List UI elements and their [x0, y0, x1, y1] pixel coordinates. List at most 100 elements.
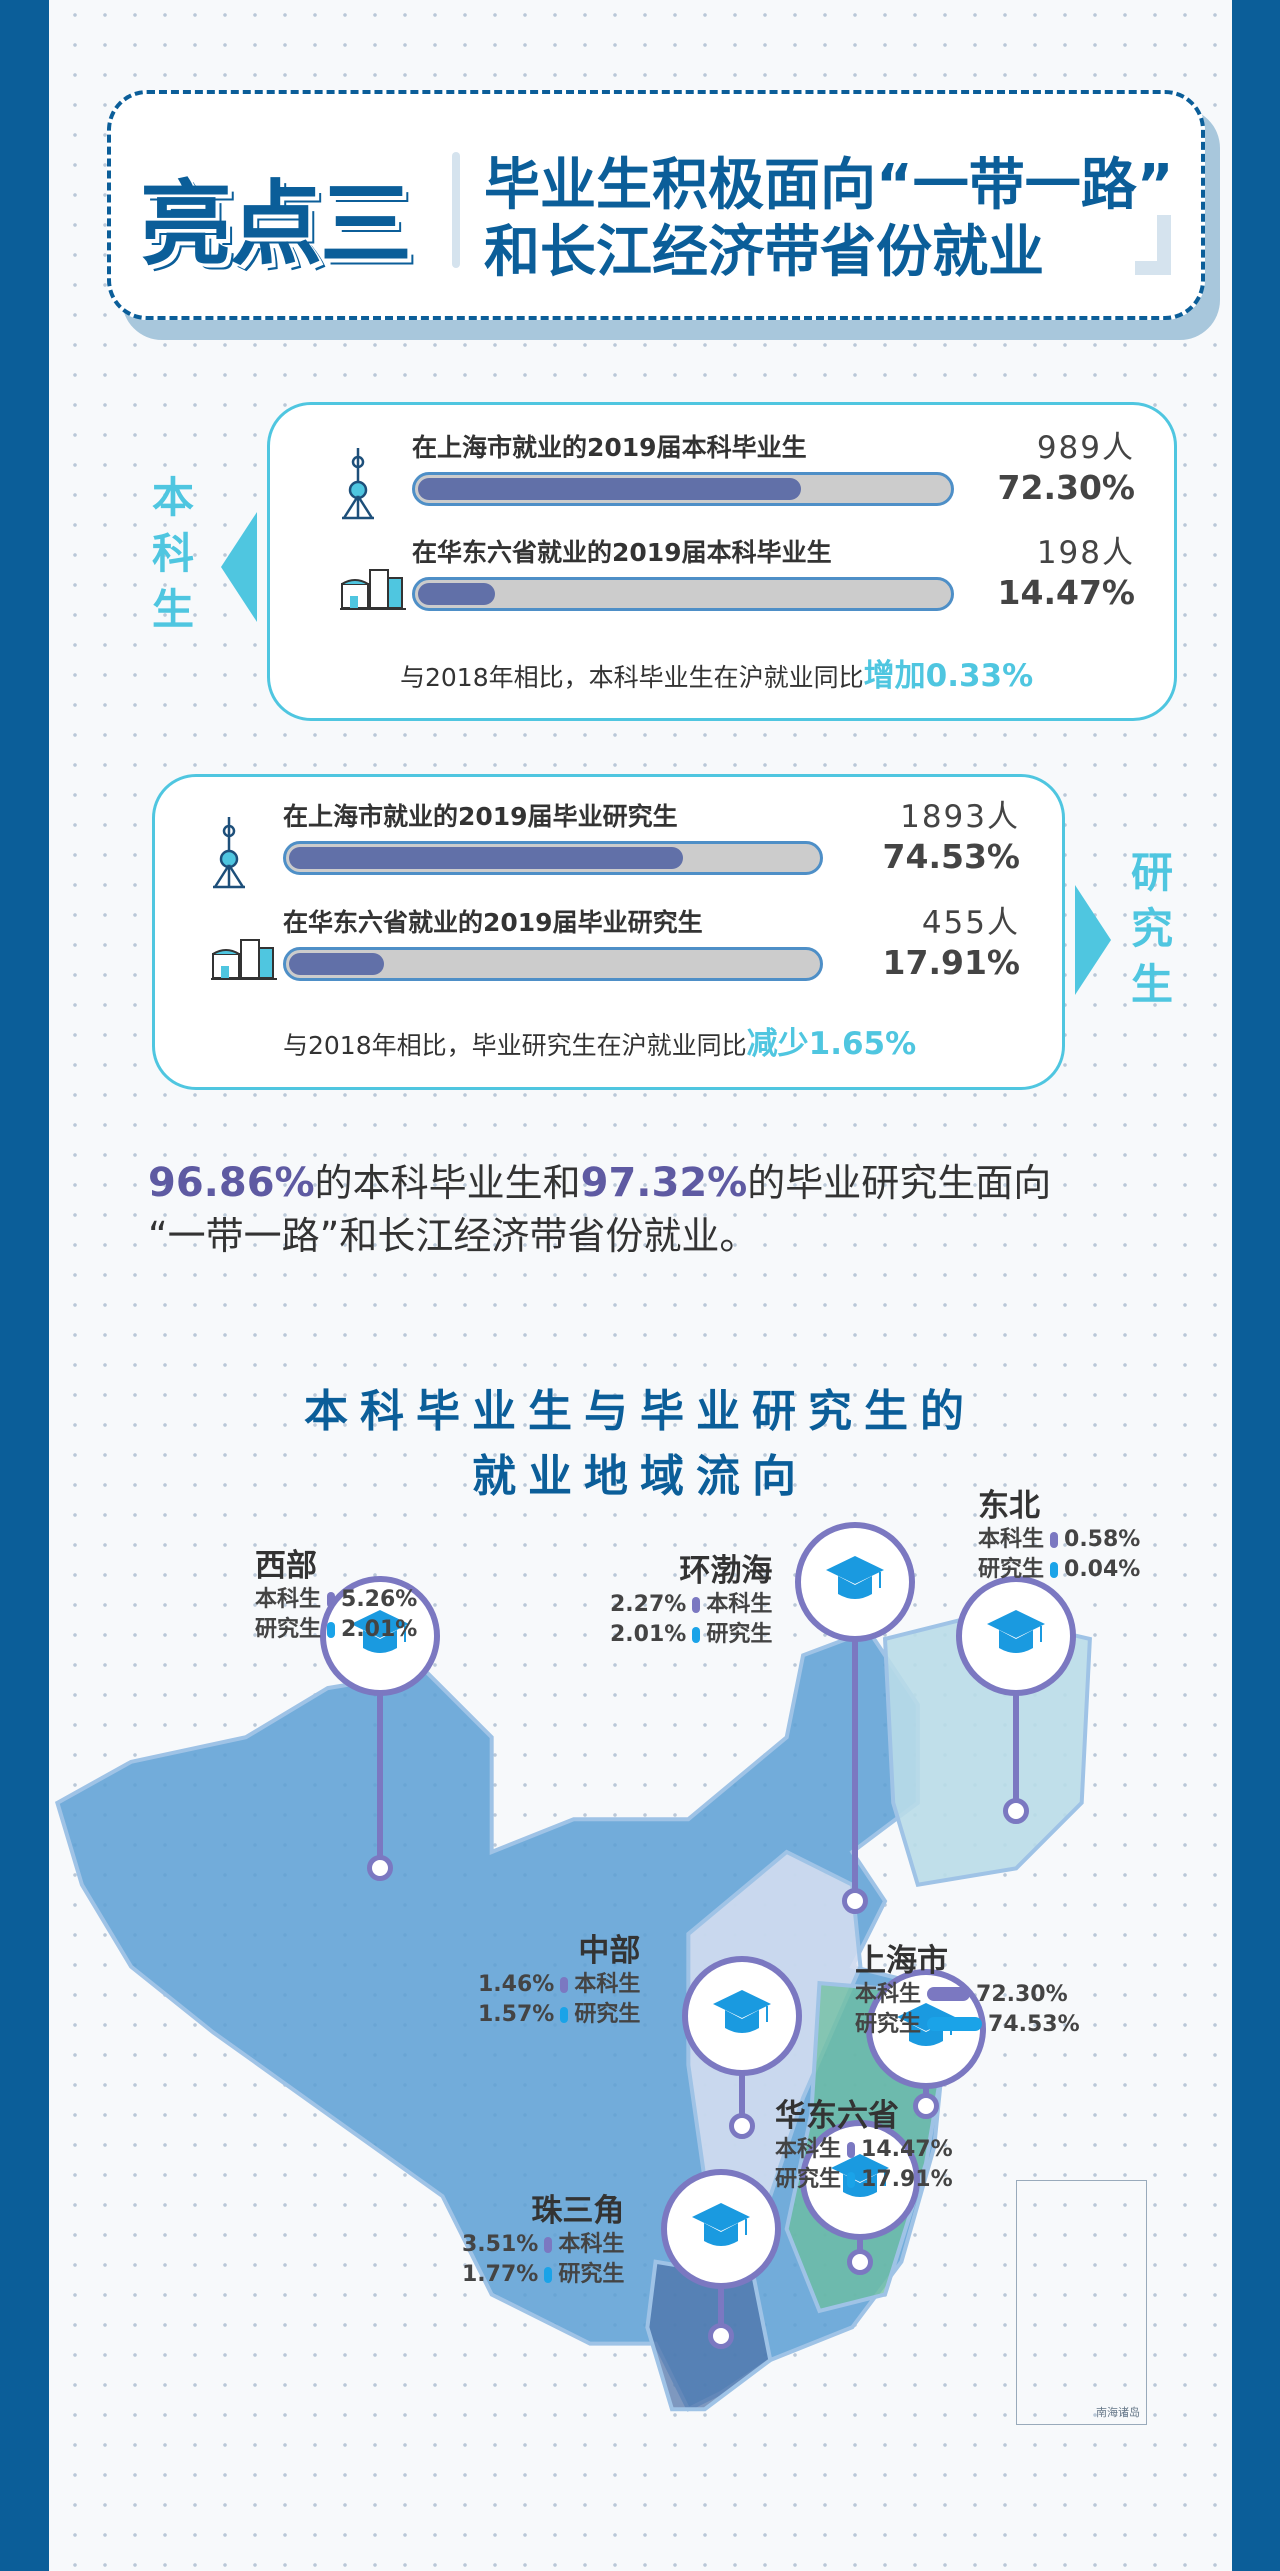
- stat-graduate: 研究生 17.91%: [775, 2167, 953, 2192]
- marker-line: [377, 1636, 383, 1868]
- graduation-cap-icon: [824, 1554, 886, 1610]
- row-count: 198人: [1036, 535, 1135, 571]
- progress-bar: [412, 472, 954, 506]
- graduation-cap-icon: [349, 1608, 411, 1664]
- marker-prd[interactable]: [661, 2169, 781, 2289]
- header-box: [107, 90, 1205, 320]
- row-label: 在上海市就业的2019届毕业研究生: [283, 802, 678, 831]
- undergrad-compare: 与2018年相比，本科毕业生在沪就业同比增加0.33%: [400, 650, 1033, 695]
- row-label: 在华东六省就业的2019届本科毕业生: [412, 538, 832, 567]
- undergrad-side-label: 本科生: [151, 473, 194, 634]
- arrow-left-icon: [221, 512, 257, 622]
- compare-value: 增加0.33%: [863, 658, 1034, 694]
- oriental-pearl-tower-icon: [340, 448, 376, 524]
- row-count: 989人: [1036, 430, 1135, 466]
- stat-graduate: 1.57% 研究生: [478, 2002, 641, 2027]
- region-name: 珠三角: [531, 2193, 625, 2229]
- location-dot[interactable]: [729, 2113, 755, 2139]
- summary-value-undergrad: 96.86%: [148, 1160, 315, 1206]
- stat-graduate: 2.01% 研究生: [610, 1622, 773, 1647]
- header-title-line1: 毕业生积极面向“一带一路”: [484, 153, 1174, 218]
- region-name: 上海市: [855, 1943, 948, 1979]
- row-label: 在上海市就业的2019届本科毕业生: [412, 433, 807, 462]
- corner-decoration: [1135, 215, 1171, 275]
- marker-east6[interactable]: [800, 2120, 920, 2240]
- graduation-cap-icon: [690, 2201, 752, 2257]
- row-label: 在华东六省就业的2019届毕业研究生: [283, 908, 703, 937]
- summary-text: 的毕业研究生面向: [747, 1161, 1052, 1205]
- marker-bohai[interactable]: [795, 1522, 915, 1642]
- progress-fill: [289, 847, 683, 869]
- region-name: 华东六省: [775, 2098, 899, 2134]
- marker-line: [1013, 1636, 1019, 1811]
- undergrad-box: [267, 402, 1177, 721]
- header-divider: [452, 152, 460, 268]
- summary-line2: “一带一路”和长江经济带省份就业。: [148, 1214, 758, 1258]
- marker-line: [852, 1582, 858, 1901]
- graduate-compare: 与2018年相比，毕业研究生在沪就业同比减少1.65%: [283, 1018, 916, 1063]
- region-label-northeast: 东北本科生 0.58% 研究生 0.04%: [978, 1480, 1140, 1585]
- location-dot[interactable]: [847, 2249, 873, 2275]
- marker-west[interactable]: [320, 1576, 440, 1696]
- location-dot[interactable]: [913, 2093, 939, 2119]
- progress-fill: [418, 478, 802, 500]
- marker-central[interactable]: [682, 1956, 802, 2076]
- row-count: 455人: [921, 905, 1020, 941]
- left-band: [0, 0, 49, 2571]
- arrow-right-icon: [1075, 885, 1111, 995]
- region-label-central: 中部 1.46% 本科生 1.57% 研究生: [478, 1925, 640, 2030]
- location-dot[interactable]: [708, 2323, 734, 2349]
- progress-fill: [289, 953, 384, 975]
- compare-text: 与2018年相比，本科毕业生在沪就业同比: [400, 663, 864, 692]
- graduate-side-label: 研究生: [1130, 848, 1173, 1009]
- progress-fill: [418, 583, 495, 605]
- row-count: 1893人: [900, 799, 1020, 835]
- region-label-prd: 珠三角 3.51% 本科生 1.77% 研究生: [462, 2185, 624, 2290]
- highlight-title: 亮点三: [140, 171, 412, 278]
- buildings-icon: [211, 938, 277, 984]
- stat-graduate: 研究生 74.53%: [855, 2012, 1080, 2037]
- progress-bar: [283, 947, 823, 981]
- stat-undergrad: 2.27% 本科生: [610, 1592, 773, 1617]
- region-label-bohai: 环渤海 2.27% 本科生 2.01% 研究生: [610, 1545, 772, 1650]
- stat-undergrad: 本科生 5.26%: [255, 1587, 418, 1612]
- progress-bar: [283, 841, 823, 875]
- row-percent: 14.47%: [997, 573, 1135, 612]
- summary-text: 的本科毕业生和: [314, 1161, 581, 1205]
- region-label-west: 西部本科生 5.26% 研究生 2.01%: [255, 1540, 417, 1645]
- location-dot[interactable]: [367, 1855, 393, 1881]
- stat-graduate: 研究生 0.04%: [978, 1557, 1141, 1582]
- row-percent: 72.30%: [997, 468, 1135, 507]
- map-title-line1: 本科毕业生与毕业研究生的: [304, 1386, 976, 1437]
- stat-undergrad: 1.46% 本科生: [478, 1972, 641, 1997]
- region-name: 中部: [578, 1933, 641, 1969]
- compare-text: 与2018年相比，毕业研究生在沪就业同比: [283, 1031, 747, 1060]
- stat-graduate: 研究生 2.01%: [255, 1617, 418, 1642]
- oriental-pearl-tower-icon: [211, 817, 247, 893]
- compare-value: 减少1.65%: [746, 1026, 917, 1062]
- region-name: 环渤海: [679, 1553, 773, 1589]
- region-name: 东北: [978, 1488, 1040, 1524]
- stat-graduate: 1.77% 研究生: [462, 2262, 625, 2287]
- stat-undergrad: 3.51% 本科生: [462, 2232, 625, 2257]
- graduate-box: [152, 774, 1065, 1090]
- stat-undergrad: 本科生 14.47%: [775, 2137, 953, 2162]
- stat-undergrad: 本科生 72.30%: [855, 1982, 1068, 2007]
- summary-line1: 96.86%的本科毕业生和97.32%的毕业研究生面向: [148, 1152, 1051, 1207]
- buildings-icon: [340, 568, 406, 614]
- row-percent: 74.53%: [882, 837, 1020, 876]
- right-band: [1232, 0, 1280, 2571]
- region-name: 西部: [255, 1548, 317, 1584]
- graduation-cap-icon: [711, 1988, 773, 2044]
- location-dot[interactable]: [1003, 1798, 1029, 1824]
- header-title-line2: 和长江经济带省份就业: [484, 220, 1044, 285]
- stat-undergrad: 本科生 0.58%: [978, 1527, 1141, 1552]
- region-label-east6: 华东六省本科生 14.47% 研究生 17.91%: [775, 2090, 953, 2195]
- map-title-line2: 就业地域流向: [472, 1451, 808, 1502]
- graduation-cap-icon: [985, 1608, 1047, 1664]
- location-dot[interactable]: [842, 1888, 868, 1914]
- summary-value-graduate: 97.32%: [580, 1160, 748, 1206]
- marker-northeast[interactable]: [956, 1576, 1076, 1696]
- region-label-shanghai: 上海市本科生 72.30% 研究生 74.53%: [855, 1935, 1080, 2040]
- south-sea-inset: 南海诸岛: [1016, 2180, 1147, 2425]
